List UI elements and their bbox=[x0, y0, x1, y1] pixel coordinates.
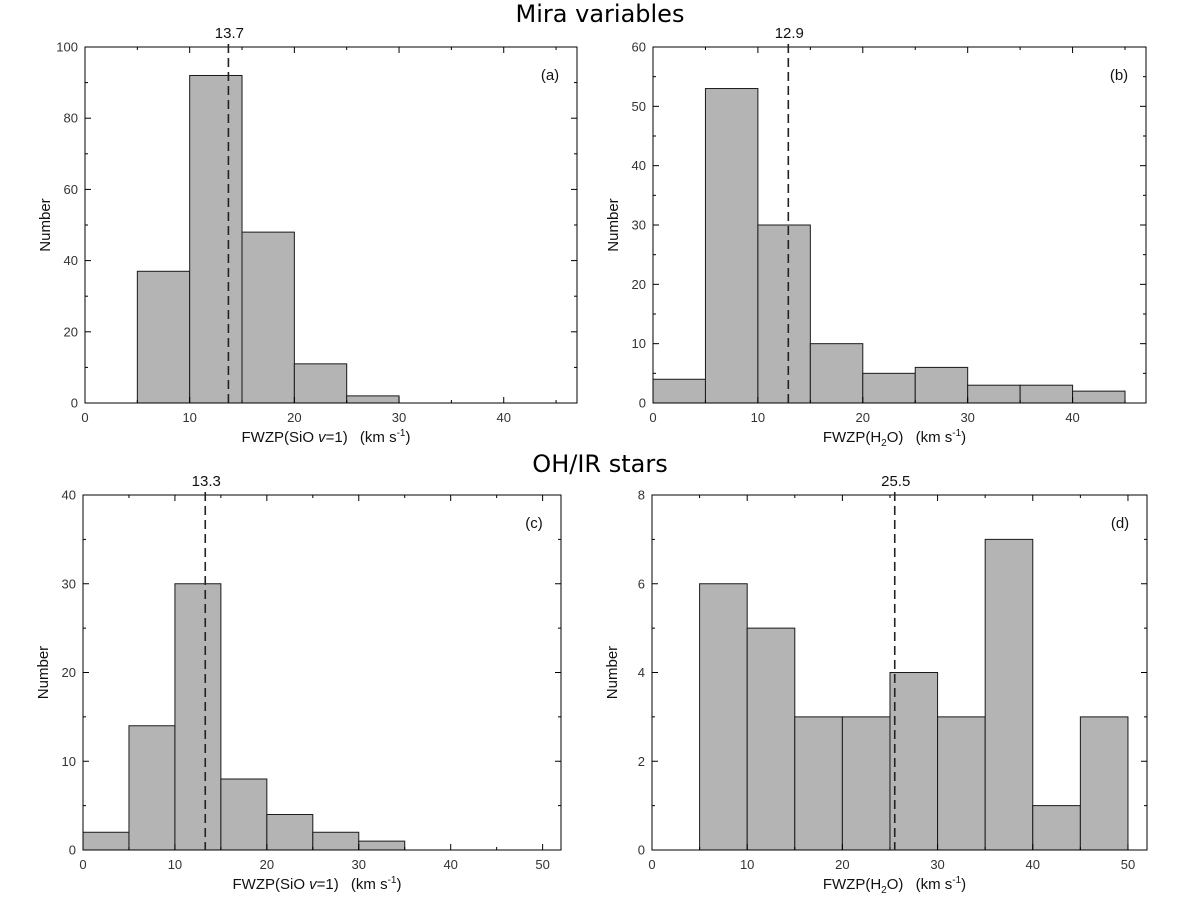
histogram-bar bbox=[757, 224, 811, 404]
x-tick-label: 0 bbox=[79, 857, 86, 872]
y-tick-label: 0 bbox=[71, 396, 78, 411]
x-axis-title: FWZP(H2O) (km s-1) bbox=[823, 428, 966, 449]
x-tick-label: 10 bbox=[168, 857, 182, 872]
x-tick-label: 10 bbox=[740, 857, 754, 872]
y-tick-label: 50 bbox=[632, 99, 646, 114]
y-tick-label: 0 bbox=[69, 843, 76, 858]
y-tick-label: 10 bbox=[632, 336, 646, 351]
histogram-bar bbox=[241, 231, 295, 404]
panel-label: (d) bbox=[1111, 515, 1129, 532]
x-tick-label: 30 bbox=[960, 410, 974, 425]
histogram-bar bbox=[293, 363, 348, 404]
histogram-panel-b: 0 10 20 30 40 0 10 20 30 40 50 60 12.9 (b) Number FWZP(… bbox=[605, 25, 1147, 449]
histogram-bar bbox=[1019, 384, 1074, 404]
y-tick-label: 20 bbox=[64, 324, 78, 339]
x-tick-label: 20 bbox=[856, 410, 870, 425]
histogram-bar bbox=[652, 378, 706, 404]
y-axis-title: Number bbox=[604, 646, 621, 699]
panel-label: (c) bbox=[525, 515, 543, 532]
histogram-bar bbox=[914, 366, 969, 404]
y-tick-label: 2 bbox=[638, 754, 645, 769]
x-tick-label: 30 bbox=[930, 857, 944, 872]
x-tick-label: 40 bbox=[1065, 410, 1079, 425]
histogram-bar bbox=[746, 627, 796, 851]
x-tick-label: 0 bbox=[649, 410, 656, 425]
histogram-bar bbox=[128, 725, 176, 851]
x-tick-label: 50 bbox=[535, 857, 549, 872]
x-tick-label: 10 bbox=[182, 410, 196, 425]
x-axis-title: FWZP(SiO v=1) (km s-1) bbox=[242, 428, 411, 446]
x-axis-title: FWZP(SiO v=1) (km s-1) bbox=[233, 875, 402, 893]
y-tick-label: 30 bbox=[632, 218, 646, 233]
histogram-bar bbox=[1079, 716, 1129, 851]
histogram-panel-d: 0 10 20 30 40 50 0 2 4 6 8 25.5 (d) Number FWZP(H2O) (… bbox=[604, 473, 1148, 896]
histogram-bar bbox=[1072, 390, 1126, 404]
x-tick-label: 0 bbox=[648, 857, 655, 872]
y-tick-label: 0 bbox=[638, 843, 645, 858]
histogram-bar bbox=[189, 74, 243, 404]
histogram-bar bbox=[967, 384, 1021, 404]
y-tick-label: 40 bbox=[632, 158, 646, 173]
histogram-bar bbox=[794, 716, 843, 851]
y-axis-title: Number bbox=[37, 198, 54, 251]
histogram-bar bbox=[136, 270, 191, 404]
x-tick-label: 30 bbox=[392, 410, 406, 425]
y-tick-label: 100 bbox=[56, 40, 78, 55]
y-tick-label: 40 bbox=[64, 253, 78, 268]
y-tick-label: 20 bbox=[632, 277, 646, 292]
y-axis-title: Number bbox=[605, 198, 622, 251]
histogram-bar bbox=[699, 583, 748, 851]
y-tick-label: 40 bbox=[62, 488, 76, 503]
median-label: 13.7 bbox=[215, 25, 244, 42]
x-tick-label: 30 bbox=[352, 857, 366, 872]
histogram-bar bbox=[809, 343, 864, 404]
histogram-bar bbox=[220, 778, 268, 851]
y-tick-label: 0 bbox=[639, 396, 646, 411]
y-axis-title: Number bbox=[35, 646, 52, 699]
median-label: 13.3 bbox=[192, 473, 221, 490]
section-title-ohir: OH/IR stars bbox=[532, 450, 668, 478]
x-tick-label: 40 bbox=[496, 410, 510, 425]
y-tick-label: 80 bbox=[64, 111, 78, 126]
y-tick-label: 10 bbox=[62, 754, 76, 769]
y-tick-label: 8 bbox=[638, 488, 645, 503]
x-tick-label: 20 bbox=[287, 410, 301, 425]
x-tick-label: 20 bbox=[835, 857, 849, 872]
histogram-bar bbox=[984, 538, 1034, 851]
histogram-bar bbox=[82, 831, 130, 851]
y-tick-label: 6 bbox=[638, 576, 645, 591]
x-tick-label: 0 bbox=[81, 410, 88, 425]
histogram-bar bbox=[841, 716, 891, 851]
x-tick-label: 50 bbox=[1121, 857, 1135, 872]
histogram-bar bbox=[889, 672, 939, 851]
histogram-bar bbox=[937, 716, 986, 851]
y-tick-label: 60 bbox=[64, 182, 78, 197]
section-title-mira: Mira variables bbox=[515, 0, 685, 28]
histogram-bar bbox=[174, 583, 222, 851]
histogram-bar bbox=[704, 88, 759, 404]
median-label: 12.9 bbox=[775, 25, 804, 42]
y-tick-label: 30 bbox=[62, 576, 76, 591]
histogram-panel-c: 0 10 20 30 40 50 0 10 20 30 40 13.3 (c) Number FWZP(Si… bbox=[35, 473, 562, 893]
x-tick-label: 40 bbox=[443, 857, 457, 872]
y-tick-label: 60 bbox=[632, 40, 646, 55]
y-tick-label: 20 bbox=[62, 665, 76, 680]
panel-label: (b) bbox=[1110, 67, 1128, 84]
panel-label: (a) bbox=[541, 67, 559, 84]
histogram-bar bbox=[358, 840, 406, 851]
histogram-panel-a: 0 10 20 30 40 0 20 40 60 80 100 13.7 (a) Number FWZP(S… bbox=[37, 25, 578, 446]
x-tick-label: 20 bbox=[260, 857, 274, 872]
x-tick-label: 10 bbox=[751, 410, 765, 425]
histogram-bar bbox=[1032, 805, 1081, 851]
histogram-bar bbox=[862, 372, 916, 404]
x-tick-label: 40 bbox=[1026, 857, 1040, 872]
histogram-bar bbox=[312, 831, 360, 851]
y-tick-label: 4 bbox=[638, 665, 645, 680]
x-axis-title: FWZP(H2O) (km s-1) bbox=[823, 875, 966, 896]
median-label: 25.5 bbox=[881, 473, 910, 490]
histogram-bar bbox=[346, 395, 400, 404]
histogram-bar bbox=[266, 814, 314, 851]
